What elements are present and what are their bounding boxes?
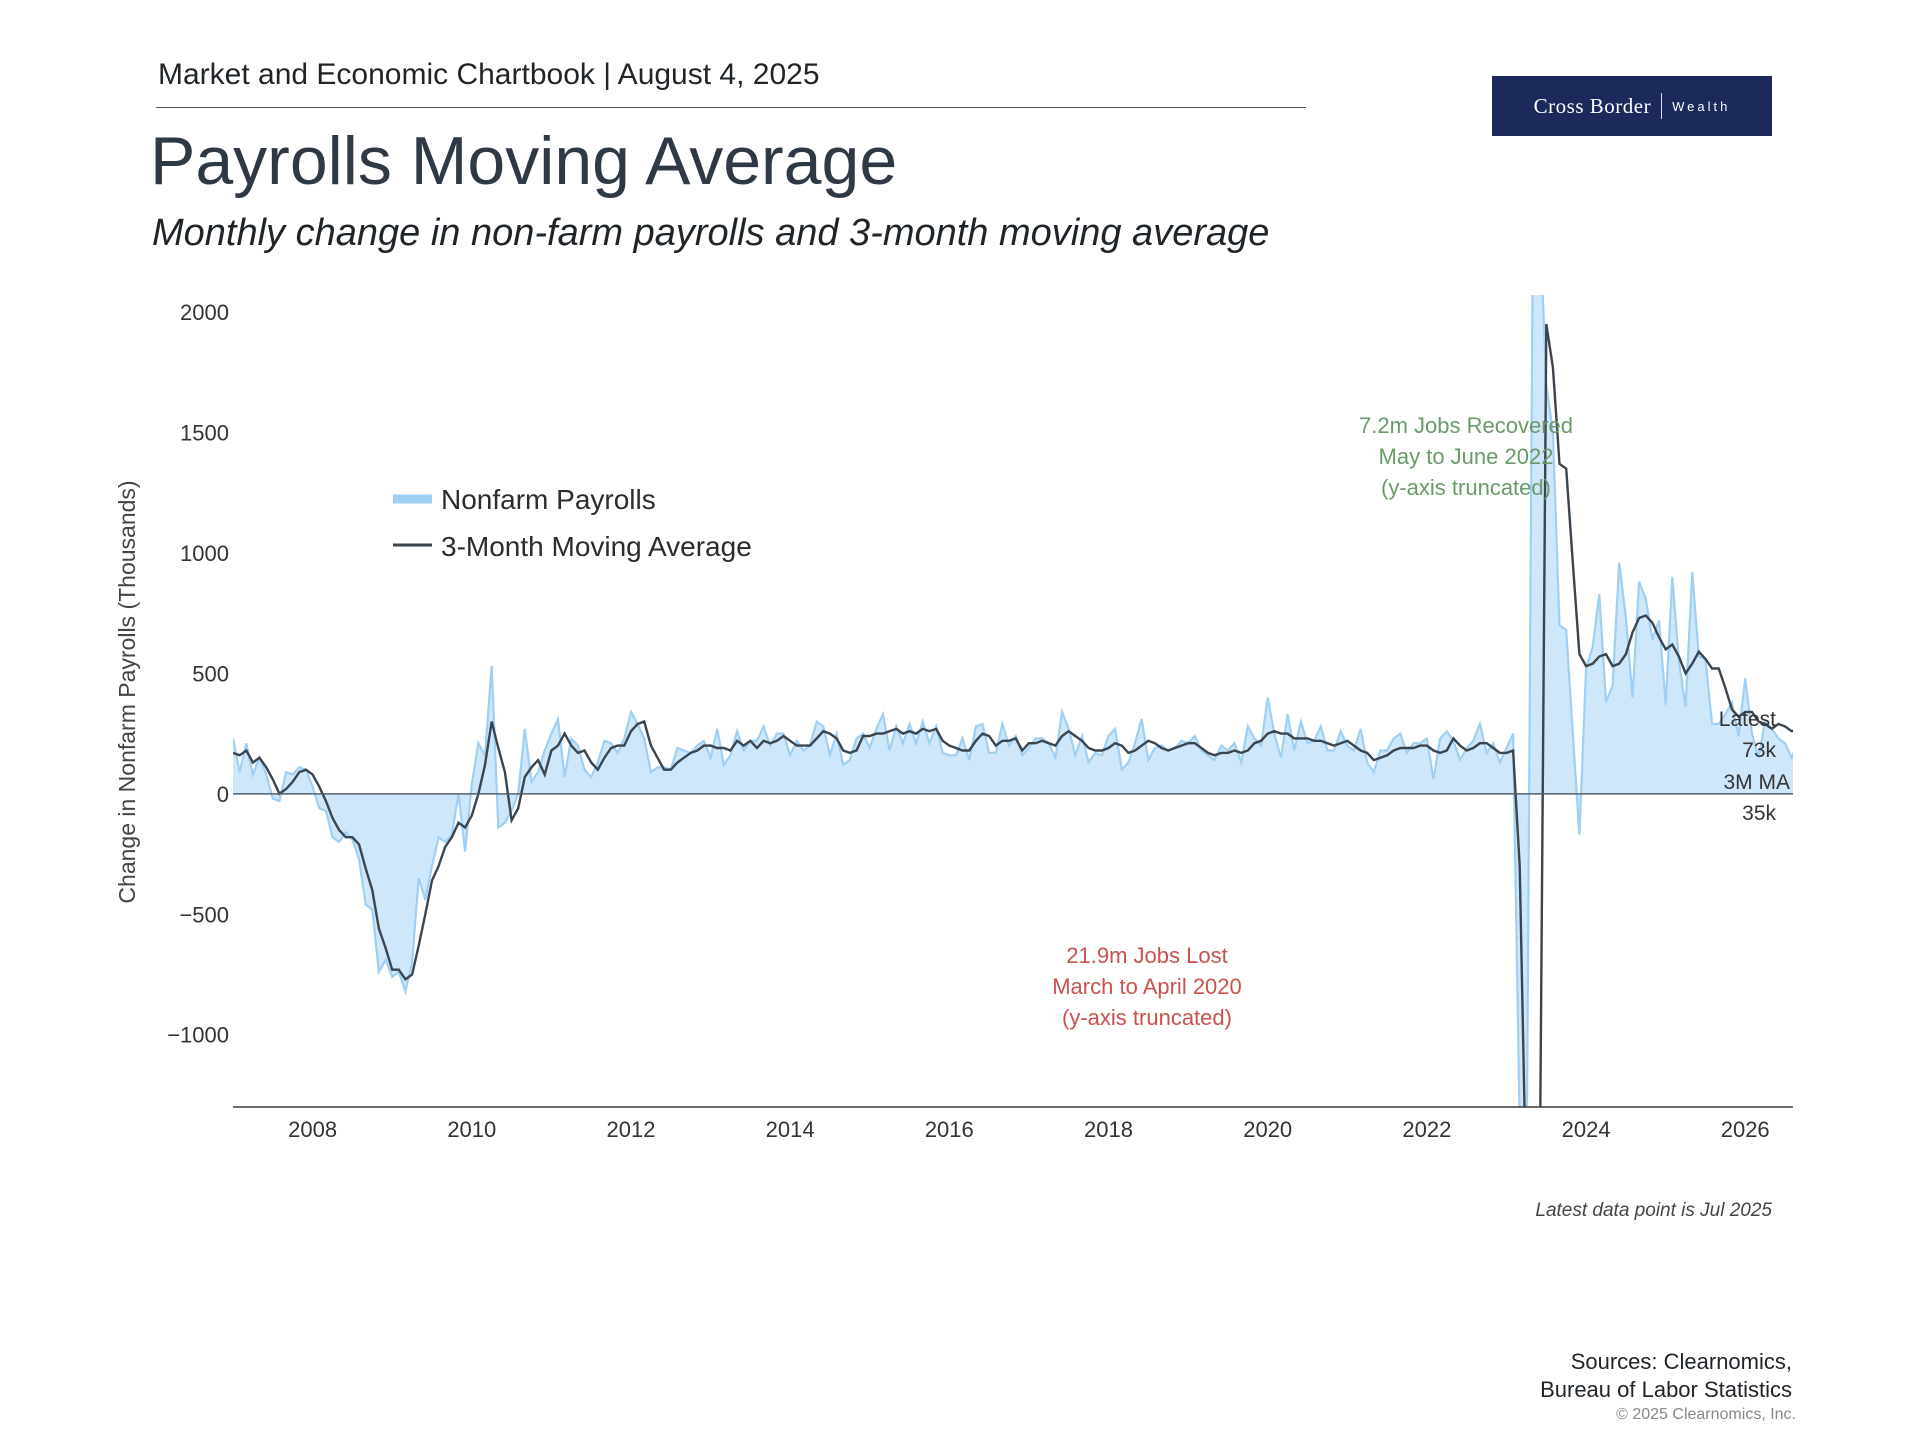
moving-average-series-line — [233, 323, 1793, 1107]
annotation-jobs-lost-line3: (y-axis truncated) — [1062, 1005, 1232, 1030]
page-subtitle: Monthly change in non-farm payrolls and … — [152, 212, 1270, 254]
annotation-jobs-recovered-line1: 7.2m Jobs Recovered — [1359, 413, 1573, 438]
annotation-jobs-recovered-line2: May to June 2022 — [1379, 444, 1554, 469]
sources-line-1: Sources: Clearnomics, — [1570, 1349, 1792, 1374]
latest-data-note: Latest data point is Jul 2025 — [1535, 1200, 1772, 1221]
annotation-jobs-recovered-line3: (y-axis truncated) — [1381, 475, 1551, 500]
legend-label-payrolls: Nonfarm Payrolls — [441, 484, 656, 515]
report-header: Market and Economic Chartbook | August 4… — [158, 58, 820, 91]
latest-label: Latest — [1719, 708, 1776, 731]
y-tick-label: 2000 — [180, 300, 229, 325]
annotation-jobs-lost-line1: 21.9m Jobs Lost — [1066, 943, 1227, 968]
payrolls-fill-area — [233, 295, 1793, 1107]
latest-payrolls-value: 73k — [1742, 739, 1776, 762]
x-tick-label: 2024 — [1562, 1117, 1611, 1142]
x-tick-label: 2012 — [607, 1117, 656, 1142]
x-tick-label: 2020 — [1243, 1117, 1292, 1142]
annotation-jobs-lost-line2: March to April 2020 — [1052, 974, 1242, 999]
y-axis-label: Change in Nonfarm Payrolls (Thousands) — [114, 480, 140, 903]
y-tick-label: 0 — [217, 782, 229, 807]
y-tick-label: 1000 — [180, 541, 229, 566]
copyright: © 2025 Clearnomics, Inc. — [1616, 1406, 1796, 1423]
x-tick-label: 2016 — [925, 1117, 974, 1142]
header-divider — [156, 107, 1306, 108]
page-title: Payrolls Moving Average — [150, 123, 898, 199]
logo-text-primary: Cross Border — [1533, 93, 1652, 118]
sources-line-2: Bureau of Labor Statistics — [1540, 1377, 1792, 1402]
sources-block: Sources: Clearnomics, Bureau of Labor St… — [1540, 1348, 1792, 1404]
y-tick-label: −1000 — [167, 1023, 229, 1048]
latest-ma-value: 35k — [1742, 802, 1776, 825]
brand-logo: Cross Border Wealth — [1492, 76, 1772, 136]
x-tick-label: 2026 — [1721, 1117, 1770, 1142]
y-tick-label: 500 — [192, 661, 229, 686]
latest-ma-label: 3M MA — [1723, 771, 1790, 794]
legend-label-ma: 3-Month Moving Average — [441, 531, 752, 562]
x-tick-label: 2018 — [1084, 1117, 1133, 1142]
x-tick-label: 2010 — [447, 1117, 496, 1142]
y-tick-label: −500 — [179, 902, 229, 927]
logo-separator — [1661, 93, 1663, 119]
payrolls-series-line — [233, 295, 1793, 1107]
x-tick-label: 2014 — [766, 1117, 815, 1142]
y-tick-label: 1500 — [180, 421, 229, 446]
x-tick-label: 2022 — [1402, 1117, 1451, 1142]
logo-text-secondary: Wealth — [1672, 98, 1731, 114]
x-tick-label: 2008 — [288, 1117, 337, 1142]
